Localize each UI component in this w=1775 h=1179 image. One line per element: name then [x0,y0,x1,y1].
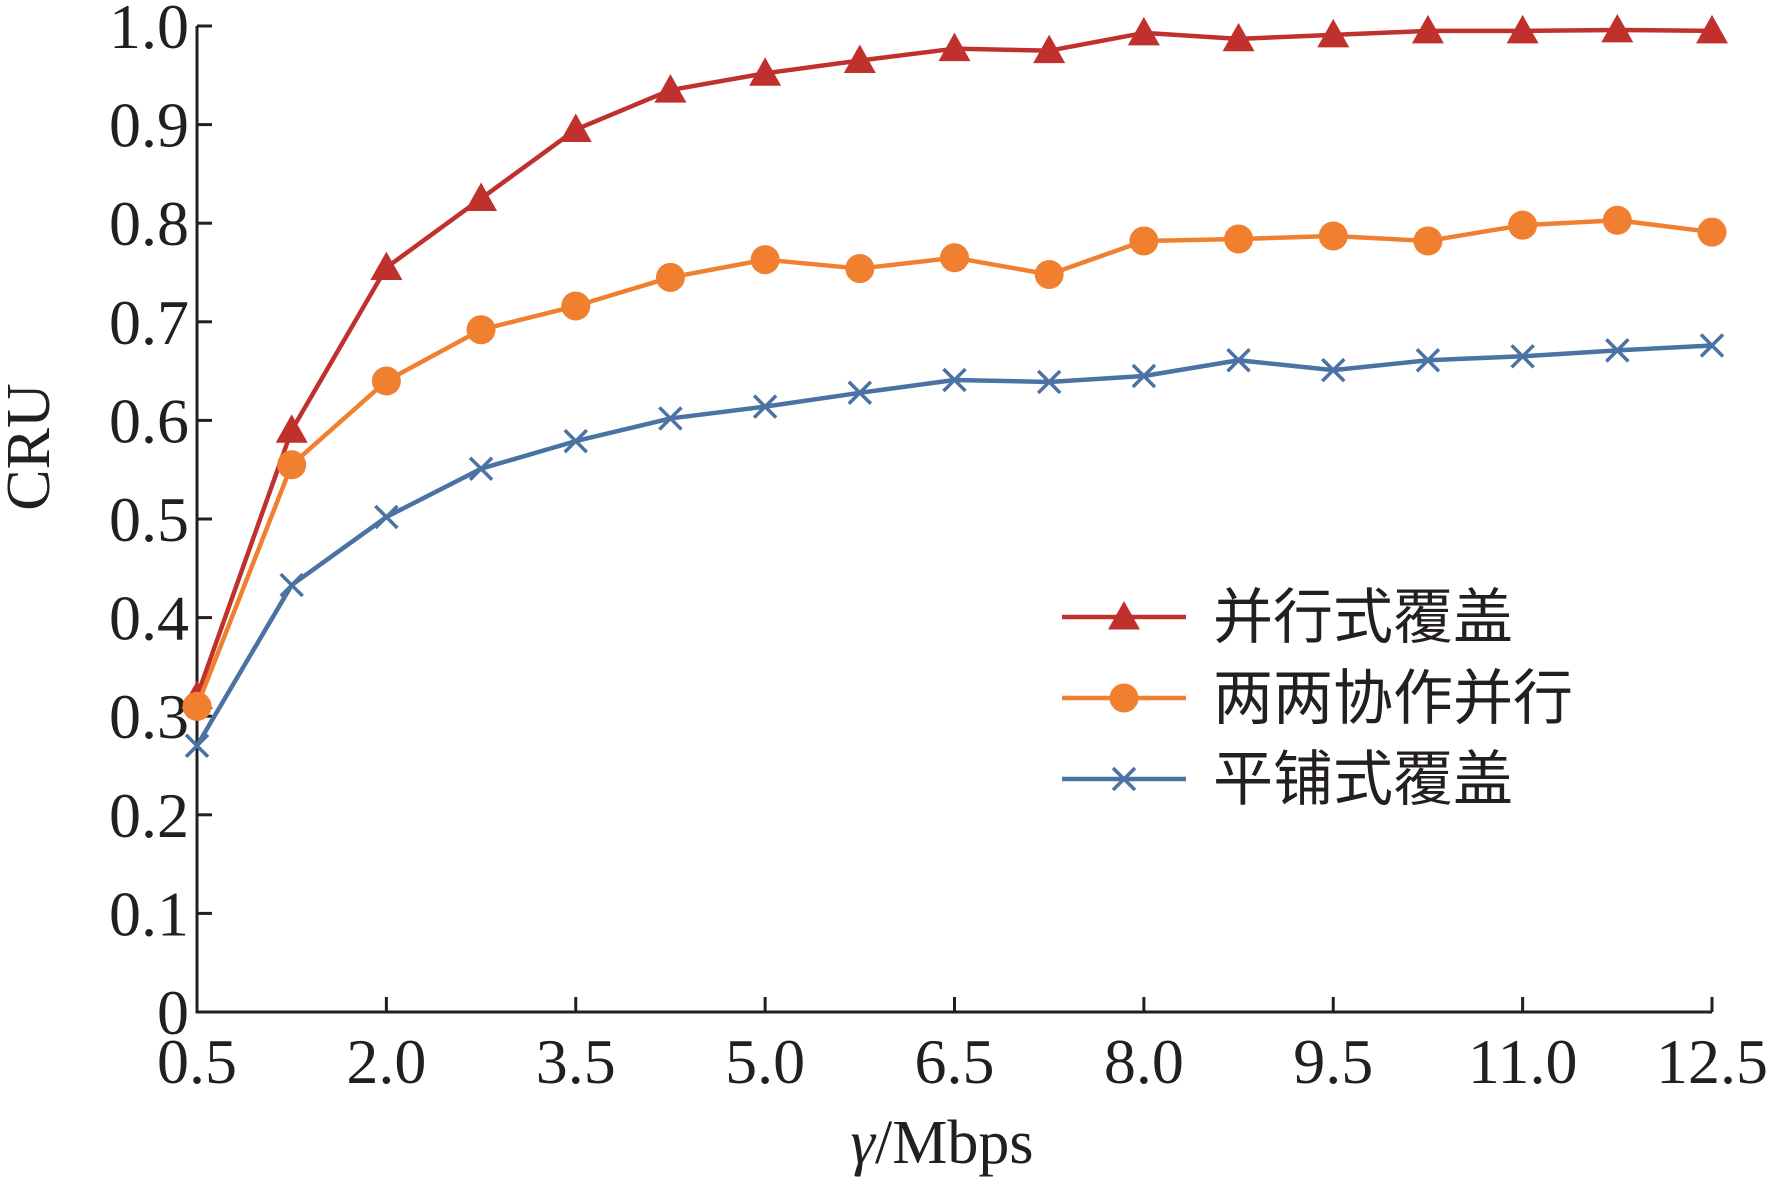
data-point [468,456,494,481]
data-point [1602,205,1632,235]
legend-label: 并行式覆盖 [1213,583,1513,653]
x-axis-title-unit: /Mbps [875,1109,1033,1177]
data-point [847,380,873,406]
data-point [1506,14,1539,44]
y-tick-label: 0.6 [109,385,189,456]
y-tick-label: 0.8 [109,188,189,259]
data-point [843,44,876,73]
data-point [1601,13,1634,43]
data-point [938,32,971,62]
data-point [1510,344,1535,369]
data-point [279,572,304,598]
x-tick-label: 0.5 [157,1026,237,1097]
data-point [465,182,498,212]
data-point [374,504,399,530]
data-point [845,254,875,284]
data-point [1127,16,1160,46]
data-point [1321,357,1346,383]
data-point [371,366,401,396]
data-point [1413,226,1443,256]
y-tick-label: 1.0 [109,0,189,62]
data-point [370,251,403,281]
series-layer [181,13,1728,759]
legend-entry: 并行式覆盖 [1062,583,1513,653]
y-tick-label: 0.4 [109,583,189,654]
data-point [1699,333,1725,358]
y-tick-label: 0.9 [109,90,189,161]
x-tick-label: 11.0 [1468,1026,1578,1097]
x-axis-title-var: γ [851,1109,877,1177]
legend-label: 平铺式覆盖 [1213,745,1513,815]
legend-marker [1111,766,1137,792]
x-tick-label: 12.5 [1656,1026,1768,1097]
legend-entry: 平铺式覆盖 [1062,745,1513,815]
data-point [1411,14,1444,44]
data-point [942,367,967,393]
data-point [1033,34,1066,64]
data-point [654,74,687,103]
data-point [658,406,683,431]
series-3 [184,333,1725,759]
data-point [1508,210,1538,240]
x-tick-label: 5.0 [725,1026,805,1097]
x-tick-label: 6.5 [915,1026,995,1097]
data-point [1697,217,1727,247]
data-point [750,245,780,275]
x-tick-label: 9.5 [1293,1026,1373,1097]
data-point [655,262,685,292]
y-tick-label: 0 [157,977,189,1048]
data-point [563,428,588,454]
x-tick-label: 3.5 [536,1026,616,1097]
data-point [1129,226,1159,256]
data-point [1036,369,1062,395]
data-point [940,243,969,273]
data-point [1131,363,1157,389]
legend-marker [1108,601,1140,630]
legend-entry: 两两协作并行 [1062,664,1573,734]
data-point [561,291,591,321]
data-point [749,57,782,86]
y-tick-label: 0.5 [109,484,189,555]
data-point [275,414,308,443]
data-point [466,315,496,345]
legend-label: 两两协作并行 [1213,664,1573,734]
y-axis-title: CRU [0,383,63,510]
data-point [1415,348,1441,373]
x-tick-label: 2.0 [346,1026,426,1097]
y-tick-label: 0.2 [109,780,189,851]
y-tick-label: 0.1 [109,878,189,949]
data-point [1605,338,1630,363]
data-point [1224,224,1254,254]
data-point [1317,18,1350,48]
data-point [1696,14,1728,44]
data-point [277,450,307,480]
data-point [1318,221,1348,251]
data-point [559,113,592,143]
data-point [184,733,210,759]
data-point [1222,22,1255,52]
y-tick-label: 0.3 [109,681,189,752]
data-point [1226,348,1251,373]
x-axis-title: γ/Mbps [851,1109,1034,1177]
legend-marker [1109,683,1139,713]
data-point [1034,259,1064,289]
x-tick-label: 8.0 [1104,1026,1184,1097]
axes: 0 0.1 0.2 0.3 0.4 0.5 0.6 0.7 0.8 0.9 1.0 0.5 2.0 3.5… [109,0,1768,1097]
data-point [752,394,778,419]
series-2 [182,205,1727,721]
y-tick-label: 0.7 [109,287,189,358]
data-point [182,691,212,721]
